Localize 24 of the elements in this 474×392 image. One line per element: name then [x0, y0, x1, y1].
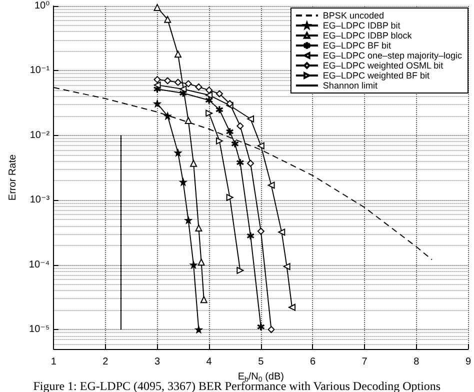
y-tick-label: 10⁻³	[30, 194, 50, 206]
legend-label: EG–LDPC IDBP block	[322, 30, 412, 40]
y-axis-title: Error Rate	[8, 154, 18, 201]
legend-label: EG–LDPC one–step majority–logic	[322, 50, 462, 60]
legend-label: Shannon limit	[322, 80, 378, 90]
x-tick-label: 6	[310, 356, 316, 368]
legend-label: EG–LDPC weighted OSML bit	[322, 60, 444, 70]
y-tick-label: 10⁻¹	[30, 65, 50, 76]
y-tick-label: 10⁰	[34, 0, 50, 12]
x-tick-label: 9	[465, 356, 472, 368]
legend-label: EG–LDPC weighted BF bit	[322, 70, 430, 80]
x-tick-label: 1	[50, 356, 57, 368]
legend-label: BPSK uncoded	[322, 10, 384, 20]
x-tick-label: 4	[206, 356, 212, 368]
x-tick-label: 2	[102, 356, 109, 368]
x-tick-label: 8	[414, 356, 420, 368]
x-tick-label: 7	[362, 356, 368, 368]
legend-label: EG–LDPC IDBP bit	[322, 20, 401, 30]
legend-label: EG–LDPC BF bit	[322, 40, 392, 50]
x-tick-label: 3	[154, 356, 160, 368]
y-tick-label: 10⁻²	[30, 130, 50, 141]
y-tick-label: 10⁻⁴	[28, 259, 50, 270]
y-tick-label: 10⁻⁵	[29, 324, 50, 336]
x-tick-label: 5	[258, 356, 264, 368]
